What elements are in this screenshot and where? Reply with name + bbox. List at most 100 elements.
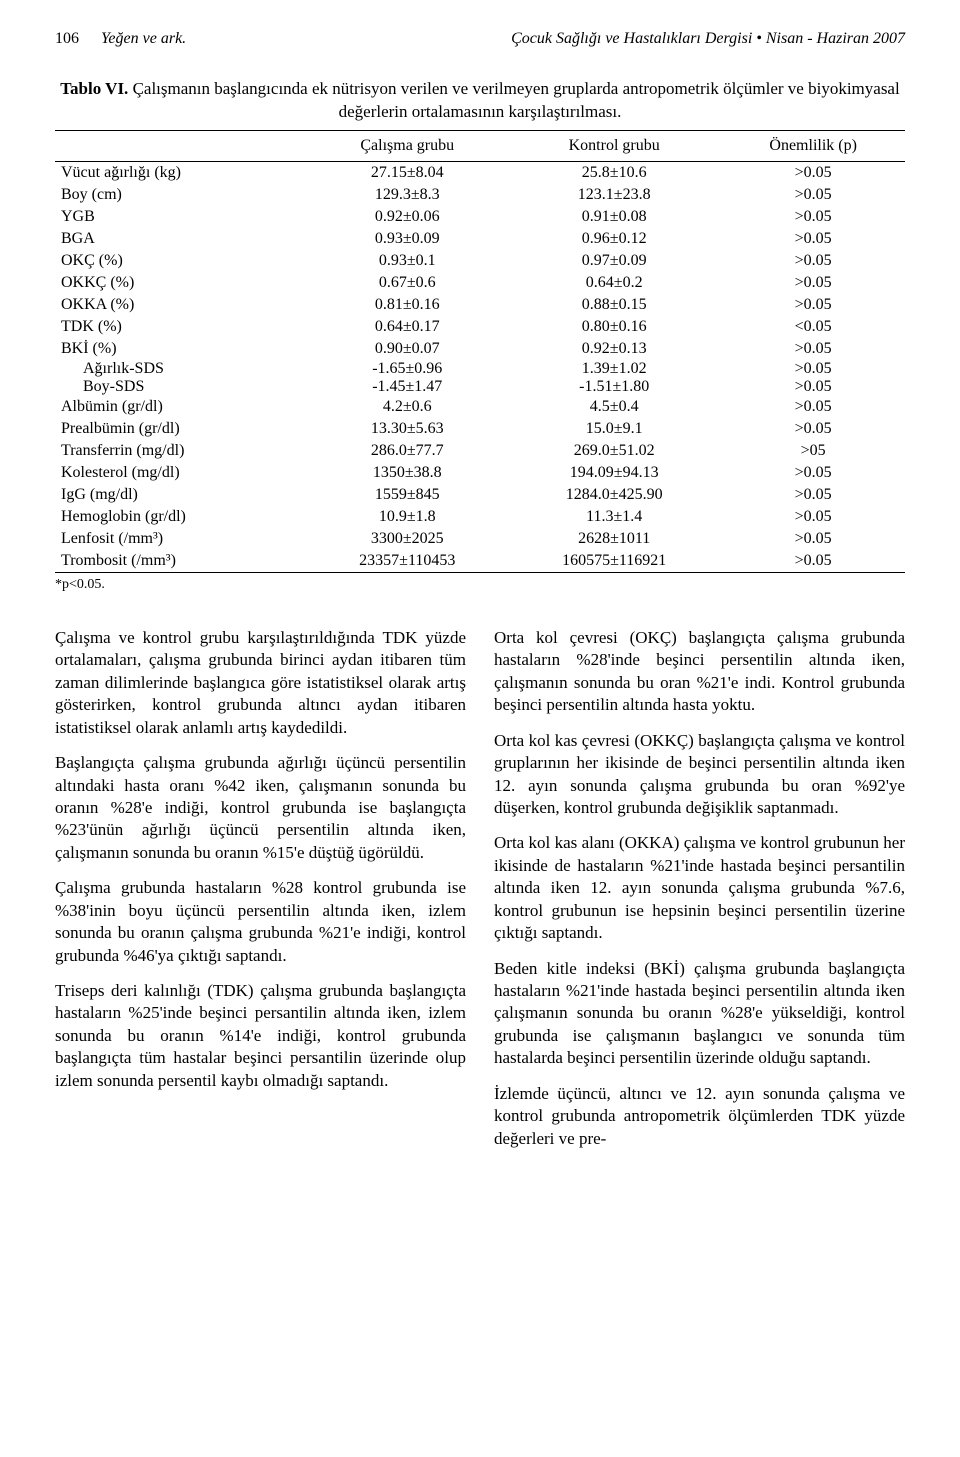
row-p-value: >0.05 <box>721 378 905 396</box>
row-control-value: 15.0±9.1 <box>507 418 721 440</box>
row-p-value: >05 <box>721 440 905 462</box>
paragraph: Beden kitle indeksi (BKİ) çalışma grubun… <box>494 958 905 1070</box>
row-control-value: -1.51±1.80 <box>507 378 721 396</box>
body-columns: Çalışma ve kontrol grubu karşılaştırıldı… <box>55 627 905 1163</box>
table-row: Prealbümin (gr/dl)13.30±5.6315.0±9.1>0.0… <box>55 418 905 440</box>
row-p-value: >0.05 <box>721 228 905 250</box>
table-caption-text: Çalışmanın başlangıcında ek nütrisyon ve… <box>133 79 900 121</box>
table-row: OKKA (%)0.81±0.160.88±0.15>0.05 <box>55 294 905 316</box>
table-number: Tablo VI. <box>60 79 128 98</box>
row-p-value: >0.05 <box>721 250 905 272</box>
table-six: Tablo VI. Çalışmanın başlangıcında ek nü… <box>55 72 905 593</box>
table-row: Lenfosit (/mm³)3300±20252628±1011>0.05 <box>55 528 905 550</box>
row-study-value: 0.92±0.06 <box>307 206 507 228</box>
row-control-value: 0.96±0.12 <box>507 228 721 250</box>
row-study-value: 0.81±0.16 <box>307 294 507 316</box>
row-control-value: 269.0±51.02 <box>507 440 721 462</box>
page-number: 106 <box>55 30 79 47</box>
row-label: Kolesterol (mg/dl) <box>55 462 307 484</box>
row-p-value: >0.05 <box>721 184 905 206</box>
row-control-value: 0.97±0.09 <box>507 250 721 272</box>
table-row: Vücut ağırlığı (kg)27.15±8.0425.8±10.6>0… <box>55 161 905 184</box>
row-control-value: 1284.0±425.90 <box>507 484 721 506</box>
row-label: Hemoglobin (gr/dl) <box>55 506 307 528</box>
table-row: IgG (mg/dl)1559±8451284.0±425.90>0.05 <box>55 484 905 506</box>
row-label: YGB <box>55 206 307 228</box>
row-study-value: 286.0±77.7 <box>307 440 507 462</box>
right-column: Orta kol çevresi (OKÇ) başlangıçta çalış… <box>494 627 905 1163</box>
journal-issue: Çocuk Sağlığı ve Hastalıkları Dergisi • … <box>511 30 905 48</box>
row-control-value: 11.3±1.4 <box>507 506 721 528</box>
table-caption: Tablo VI. Çalışmanın başlangıcında ek nü… <box>55 72 905 124</box>
table-row: BKİ (%)0.90±0.070.92±0.13>0.05 <box>55 338 905 360</box>
row-label: Albümin (gr/dl) <box>55 396 307 418</box>
table-row: OKKÇ (%)0.67±0.60.64±0.2>0.05 <box>55 272 905 294</box>
row-p-value: >0.05 <box>721 484 905 506</box>
table-row: Boy (cm)129.3±8.3123.1±23.8>0.05 <box>55 184 905 206</box>
paragraph: İzlemde üçüncü, altıncı ve 12. ayın sonu… <box>494 1083 905 1150</box>
row-label: Lenfosit (/mm³) <box>55 528 307 550</box>
row-p-value: >0.05 <box>721 294 905 316</box>
row-study-value: 1350±38.8 <box>307 462 507 484</box>
row-study-value: -1.65±0.96 <box>307 360 507 378</box>
paragraph: Orta kol kas alanı (OKKA) çalışma ve kon… <box>494 832 905 944</box>
row-p-value: <0.05 <box>721 316 905 338</box>
row-study-value: 13.30±5.63 <box>307 418 507 440</box>
row-p-value: >0.05 <box>721 206 905 228</box>
row-control-value: 0.88±0.15 <box>507 294 721 316</box>
row-study-value: 0.64±0.17 <box>307 316 507 338</box>
row-control-value: 0.64±0.2 <box>507 272 721 294</box>
row-p-value: >0.05 <box>721 338 905 360</box>
row-study-value: 1559±845 <box>307 484 507 506</box>
row-label: OKKÇ (%) <box>55 272 307 294</box>
row-label: IgG (mg/dl) <box>55 484 307 506</box>
row-control-value: 194.09±94.13 <box>507 462 721 484</box>
row-label: Boy (cm) <box>55 184 307 206</box>
table-footnote: *p<0.05. <box>55 577 905 593</box>
data-table: Çalışma grubu Kontrol grubu Önemlilik (p… <box>55 130 905 572</box>
table-row: Hemoglobin (gr/dl)10.9±1.811.3±1.4>0.05 <box>55 506 905 528</box>
row-control-value: 25.8±10.6 <box>507 161 721 184</box>
table-row: OKÇ (%)0.93±0.10.97±0.09>0.05 <box>55 250 905 272</box>
row-control-value: 0.92±0.13 <box>507 338 721 360</box>
row-p-value: >0.05 <box>721 360 905 378</box>
row-label: Vücut ağırlığı (kg) <box>55 161 307 184</box>
row-label: OKKA (%) <box>55 294 307 316</box>
row-control-value: 0.80±0.16 <box>507 316 721 338</box>
row-label: Ağırlık-SDS <box>55 360 307 378</box>
row-label: Transferrin (mg/dl) <box>55 440 307 462</box>
row-label: BGA <box>55 228 307 250</box>
paragraph: Orta kol çevresi (OKÇ) başlangıçta çalış… <box>494 627 905 717</box>
row-label: OKÇ (%) <box>55 250 307 272</box>
row-study-value: 0.67±0.6 <box>307 272 507 294</box>
row-label: Trombosit (/mm³) <box>55 550 307 572</box>
row-control-value: 4.5±0.4 <box>507 396 721 418</box>
authors: Yeğen ve ark. <box>101 30 186 47</box>
row-p-value: >0.05 <box>721 272 905 294</box>
table-row: Boy-SDS-1.45±1.47-1.51±1.80>0.05 <box>55 378 905 396</box>
row-study-value: 0.90±0.07 <box>307 338 507 360</box>
row-study-value: 0.93±0.09 <box>307 228 507 250</box>
row-p-value: >0.05 <box>721 550 905 572</box>
row-control-value: 1.39±1.02 <box>507 360 721 378</box>
row-study-value: -1.45±1.47 <box>307 378 507 396</box>
table-row: TDK (%)0.64±0.170.80±0.16<0.05 <box>55 316 905 338</box>
table-header-study: Çalışma grubu <box>307 130 507 161</box>
row-p-value: >0.05 <box>721 462 905 484</box>
paragraph: Çalışma ve kontrol grubu karşılaştırıldı… <box>55 627 466 739</box>
row-p-value: >0.05 <box>721 161 905 184</box>
table-row: Trombosit (/mm³)23357±110453160575±11692… <box>55 550 905 572</box>
row-study-value: 10.9±1.8 <box>307 506 507 528</box>
table-row: BGA0.93±0.090.96±0.12>0.05 <box>55 228 905 250</box>
row-study-value: 23357±110453 <box>307 550 507 572</box>
paragraph: Triseps deri kalınlığı (TDK) çalışma gru… <box>55 980 466 1092</box>
row-p-value: >0.05 <box>721 506 905 528</box>
paragraph: Orta kol kas çevresi (OKKÇ) başlangıçta … <box>494 730 905 820</box>
row-control-value: 0.91±0.08 <box>507 206 721 228</box>
row-study-value: 0.93±0.1 <box>307 250 507 272</box>
row-label: BKİ (%) <box>55 338 307 360</box>
table-row: YGB0.92±0.060.91±0.08>0.05 <box>55 206 905 228</box>
row-control-value: 2628±1011 <box>507 528 721 550</box>
table-header-pvalue: Önemlilik (p) <box>721 130 905 161</box>
table-header-empty <box>55 130 307 161</box>
